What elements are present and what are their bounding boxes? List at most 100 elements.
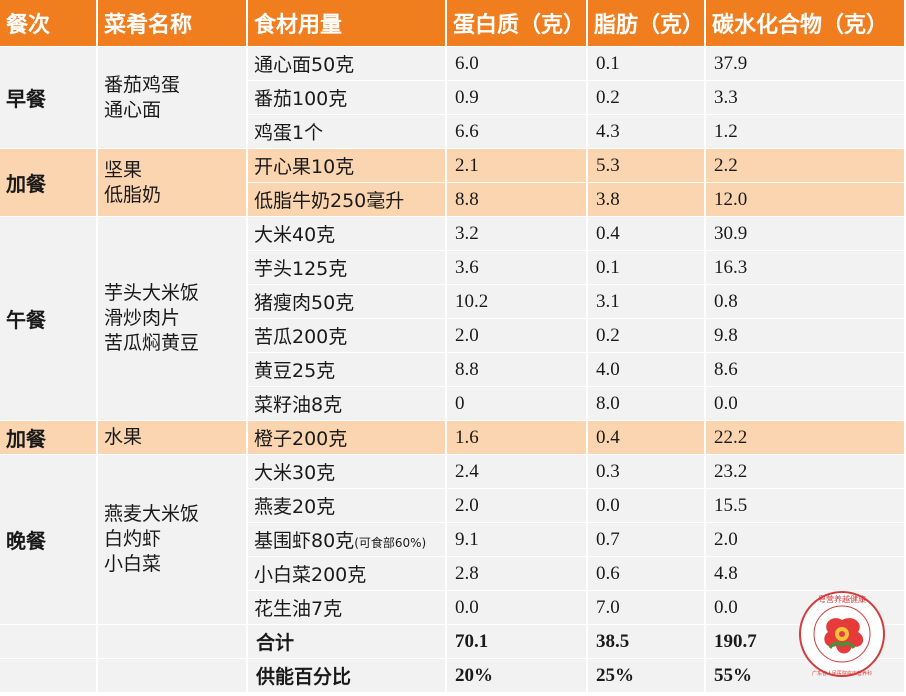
protein-cell: 2.0 [447,319,588,353]
protein-cell: 0.0 [447,591,588,625]
ingredient-cell: 鸡蛋1个 [248,115,447,149]
carb-cell: 15.5 [706,489,906,523]
table-row: 黄豆25克 8.8 4.0 8.6 [0,353,906,387]
logo-flower-icon [824,618,864,654]
dish-name: 番茄鸡蛋 [104,73,181,96]
dish-name: 白灼虾 [104,528,162,550]
header-carb: 碳水化合物（克） [706,0,906,47]
meal-cell: 加餐 [0,421,98,455]
header-ingredient: 食材用量 [248,0,447,47]
table-row: 苦瓜200克 2.0 0.2 9.8 [0,319,906,353]
total-fat: 38.5 [588,625,706,659]
protein-cell: 8.8 [447,183,588,217]
ingredient-name: 苦瓜200克 [254,326,348,348]
hospital-logo: 粤营养越健康 广东省人民医院临床营养科 [799,591,885,677]
dish-name: 低脂奶 [104,183,162,206]
header-dish: 菜肴名称 [98,0,248,47]
table-row: 猪瘦肉50克 10.2 3.1 0.8 [0,285,906,319]
fat-cell: 0.4 [588,217,706,251]
fat-cell: 0.4 [588,421,706,455]
protein-cell: 1.6 [447,421,588,455]
fat-cell: 3.8 [588,183,706,217]
carb-cell: 37.9 [706,47,906,81]
ingredient-name: 鸡蛋1个 [254,122,324,144]
logo-top-text: 粤营养越健康 [818,594,866,604]
total-protein: 70.1 [447,625,588,659]
ingredient-name: 大米30克 [254,462,336,484]
dish-name: 小白菜 [104,553,162,575]
ingredient-name: 花生油7克 [254,598,343,620]
table-row: 晚餐 燕麦大米饭 白灼虾 小白菜 大米30克 2.4 0.3 23.2 [0,455,906,625]
ingredient-name: 菜籽油8克 [254,394,343,416]
protein-cell: 2.0 [447,489,588,523]
table-row: 加餐 水果 橙子200克 1.6 0.4 22.2 [0,421,906,455]
table-row: 芋头125克 3.6 0.1 16.3 [0,251,906,285]
carb-cell: 8.6 [706,353,906,387]
ingredient-cell: 基围虾80克(可食部60%) [248,523,447,557]
logo-bottom-text: 广东省人民医院临床营养科 [812,670,872,677]
table-row: 燕麦20克 2.0 0.0 15.5 [0,489,906,523]
total-empty-cell [0,659,98,693]
table-row: 加餐 坚果 低脂奶 开心果10克 2.1 5.3 2.2 [0,149,906,217]
carb-cell: 12.0 [706,183,906,217]
table-row: 低脂牛奶250毫升 8.8 3.8 12.0 [0,183,906,217]
protein-cell: 0 [447,387,588,421]
fat-cell: 0.6 [588,557,706,591]
percent-row: 供能百分比 20% 25% 55% [0,659,906,693]
ingredient-cell: 开心果10克 [248,149,447,183]
header-protein: 蛋白质（克） [447,0,588,47]
fat-cell: 7.0 [588,591,706,625]
protein-cell: 2.4 [447,455,588,489]
protein-cell: 3.6 [447,251,588,285]
ingredient-name: 大米40克 [254,224,336,246]
ingredient-cell: 黄豆25克 [248,353,447,387]
dish-name: 滑炒肉片 [104,307,181,329]
table-row: 基围虾80克(可食部60%) 9.1 0.7 2.0 [0,523,906,557]
dish-cell: 水果 [98,421,248,455]
dish-cell: 坚果 低脂奶 [98,149,248,217]
total-empty-cell [0,625,98,659]
fat-cell: 0.1 [588,251,706,285]
protein-cell: 3.2 [447,217,588,251]
dish-name: 芋头大米饭 [104,282,200,304]
carb-cell: 3.3 [706,81,906,115]
carb-cell: 0.0 [706,387,906,421]
ingredient-note: (可食部60%) [354,536,427,550]
fat-cell: 5.3 [588,149,706,183]
carb-cell: 16.3 [706,251,906,285]
ingredient-cell: 苦瓜200克 [248,319,447,353]
dish-name: 燕麦大米饭 [104,503,200,525]
ingredient-cell: 燕麦20克 [248,489,447,523]
carb-cell: 2.2 [706,149,906,183]
ingredient-cell: 通心面50克 [248,47,447,81]
fat-cell: 0.7 [588,523,706,557]
carb-cell: 30.9 [706,217,906,251]
header-fat: 脂肪（克） [588,0,706,47]
protein-cell: 9.1 [447,523,588,557]
header-meal: 餐次 [0,0,98,47]
ingredient-name: 猪瘦肉50克 [254,292,355,314]
ingredient-cell: 小白菜200克 [248,557,447,591]
ingredient-cell: 菜籽油8克 [248,387,447,421]
total-carb: 55% [706,659,906,693]
meal-cell: 加餐 [0,149,98,217]
carb-cell: 22.2 [706,421,906,455]
protein-cell: 2.1 [447,149,588,183]
table-row: 午餐 芋头大米饭 滑炒肉片 苦瓜焖黄豆 大米40克 3.2 0.4 30.9 [0,217,906,421]
protein-cell: 0.9 [447,81,588,115]
ingredient-name: 燕麦20克 [254,496,336,518]
ingredient-cell: 低脂牛奶250毫升 [248,183,447,217]
meal-cell: 早餐 [0,47,98,149]
fat-cell: 4.3 [588,115,706,149]
fat-cell: 4.0 [588,353,706,387]
meal-cell: 晚餐 [0,455,98,625]
total-label: 供能百分比 [248,659,447,693]
fat-cell: 0.2 [588,319,706,353]
ingredient-name: 基围虾80克 [254,530,355,552]
fat-cell: 8.0 [588,387,706,421]
dish-name: 坚果 [104,158,143,181]
carb-cell: 9.8 [706,319,906,353]
total-label: 合计 [248,625,447,659]
dish-name: 通心面 [104,98,162,121]
